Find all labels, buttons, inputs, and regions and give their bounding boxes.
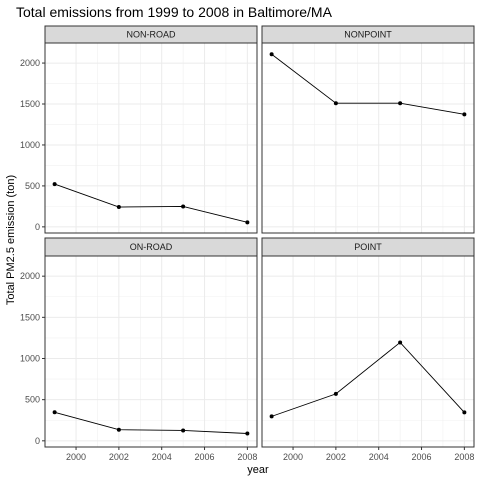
data-point-nonpoint-2005 <box>398 101 403 106</box>
data-point-non-road-2008 <box>245 220 250 225</box>
panel-border <box>261 42 475 234</box>
facet-strip-label-nonpoint: NONPOINT <box>344 30 392 40</box>
facet-strip-label-on-road: ON-ROAD <box>130 242 173 252</box>
y-tick-label: 500 <box>25 395 40 405</box>
panel-background <box>45 43 257 233</box>
y-tick-label: 1000 <box>20 353 40 363</box>
data-point-point-2002 <box>333 391 338 396</box>
x-tick-label: 2008 <box>237 452 257 462</box>
facet-panel-point: POINT 2000 2002 2004 2006 2008 <box>261 237 475 462</box>
panel-border <box>44 42 258 234</box>
x-tick-label: 2006 <box>412 452 432 462</box>
data-point-on-road-2005 <box>181 428 186 433</box>
data-point-nonpoint-2002 <box>333 101 338 106</box>
series-line-non-road <box>54 183 248 223</box>
data-point-nonpoint-2008 <box>462 112 467 117</box>
panel-background <box>45 256 257 447</box>
facet-panel-non-road: NON-ROAD 0 500 1000 1500 2000 <box>20 25 258 234</box>
data-point-point-2005 <box>398 340 403 345</box>
facet-strip-label-non-road: NON-ROAD <box>127 30 176 40</box>
x-axis-title: year <box>247 464 269 476</box>
series-line-point <box>271 341 465 417</box>
panel-background <box>262 256 474 447</box>
panel-background <box>262 43 474 233</box>
data-point-on-road-2002 <box>116 427 121 432</box>
x-tick-label: 2000 <box>283 452 303 462</box>
data-point-non-road-2002 <box>116 205 121 210</box>
y-tick-label: 0 <box>35 436 40 446</box>
y-tick-label: 2000 <box>20 58 40 68</box>
y-tick-label: 500 <box>25 181 40 191</box>
y-tick-label: 1500 <box>20 312 40 322</box>
y-axis-title: Total PM2.5 emission (ton) <box>5 175 17 305</box>
x-tick-label: 2004 <box>152 452 172 462</box>
y-tick-label: 0 <box>35 222 40 232</box>
x-tick-label: 2006 <box>195 452 215 462</box>
facet-panel-nonpoint: NONPOINT <box>261 25 475 234</box>
series-line-on-road <box>54 411 248 434</box>
x-tick-label: 2004 <box>369 452 389 462</box>
x-tick-label: 2002 <box>326 452 346 462</box>
facet-panels: NON-ROAD 0 500 1000 1500 2000 NONPOINT ON-ROAD 0… <box>20 25 475 462</box>
data-point-non-road-2005 <box>181 204 186 209</box>
data-point-on-road-1999 <box>52 410 57 415</box>
chart-title: Total emissions from 1999 to 2008 in Bal… <box>16 4 333 20</box>
data-point-point-2008 <box>462 410 467 415</box>
x-tick-label: 2008 <box>454 452 474 462</box>
y-tick-label: 1000 <box>20 140 40 150</box>
series-line-nonpoint <box>271 53 465 115</box>
panel-border <box>261 255 475 448</box>
data-point-nonpoint-1999 <box>269 52 274 57</box>
x-tick-label: 2002 <box>109 452 129 462</box>
y-tick-label: 1500 <box>20 99 40 109</box>
data-point-non-road-1999 <box>52 182 57 187</box>
panel-border <box>44 255 258 448</box>
facet-panel-on-road: ON-ROAD 0 500 1000 1500 2000 2000 2002 2004 2006 2… <box>20 237 258 462</box>
data-point-on-road-2008 <box>245 431 250 436</box>
x-tick-label: 2000 <box>66 452 86 462</box>
facet-strip-label-point: POINT <box>354 242 382 252</box>
y-tick-label: 2000 <box>20 271 40 281</box>
data-point-point-1999 <box>269 414 274 419</box>
